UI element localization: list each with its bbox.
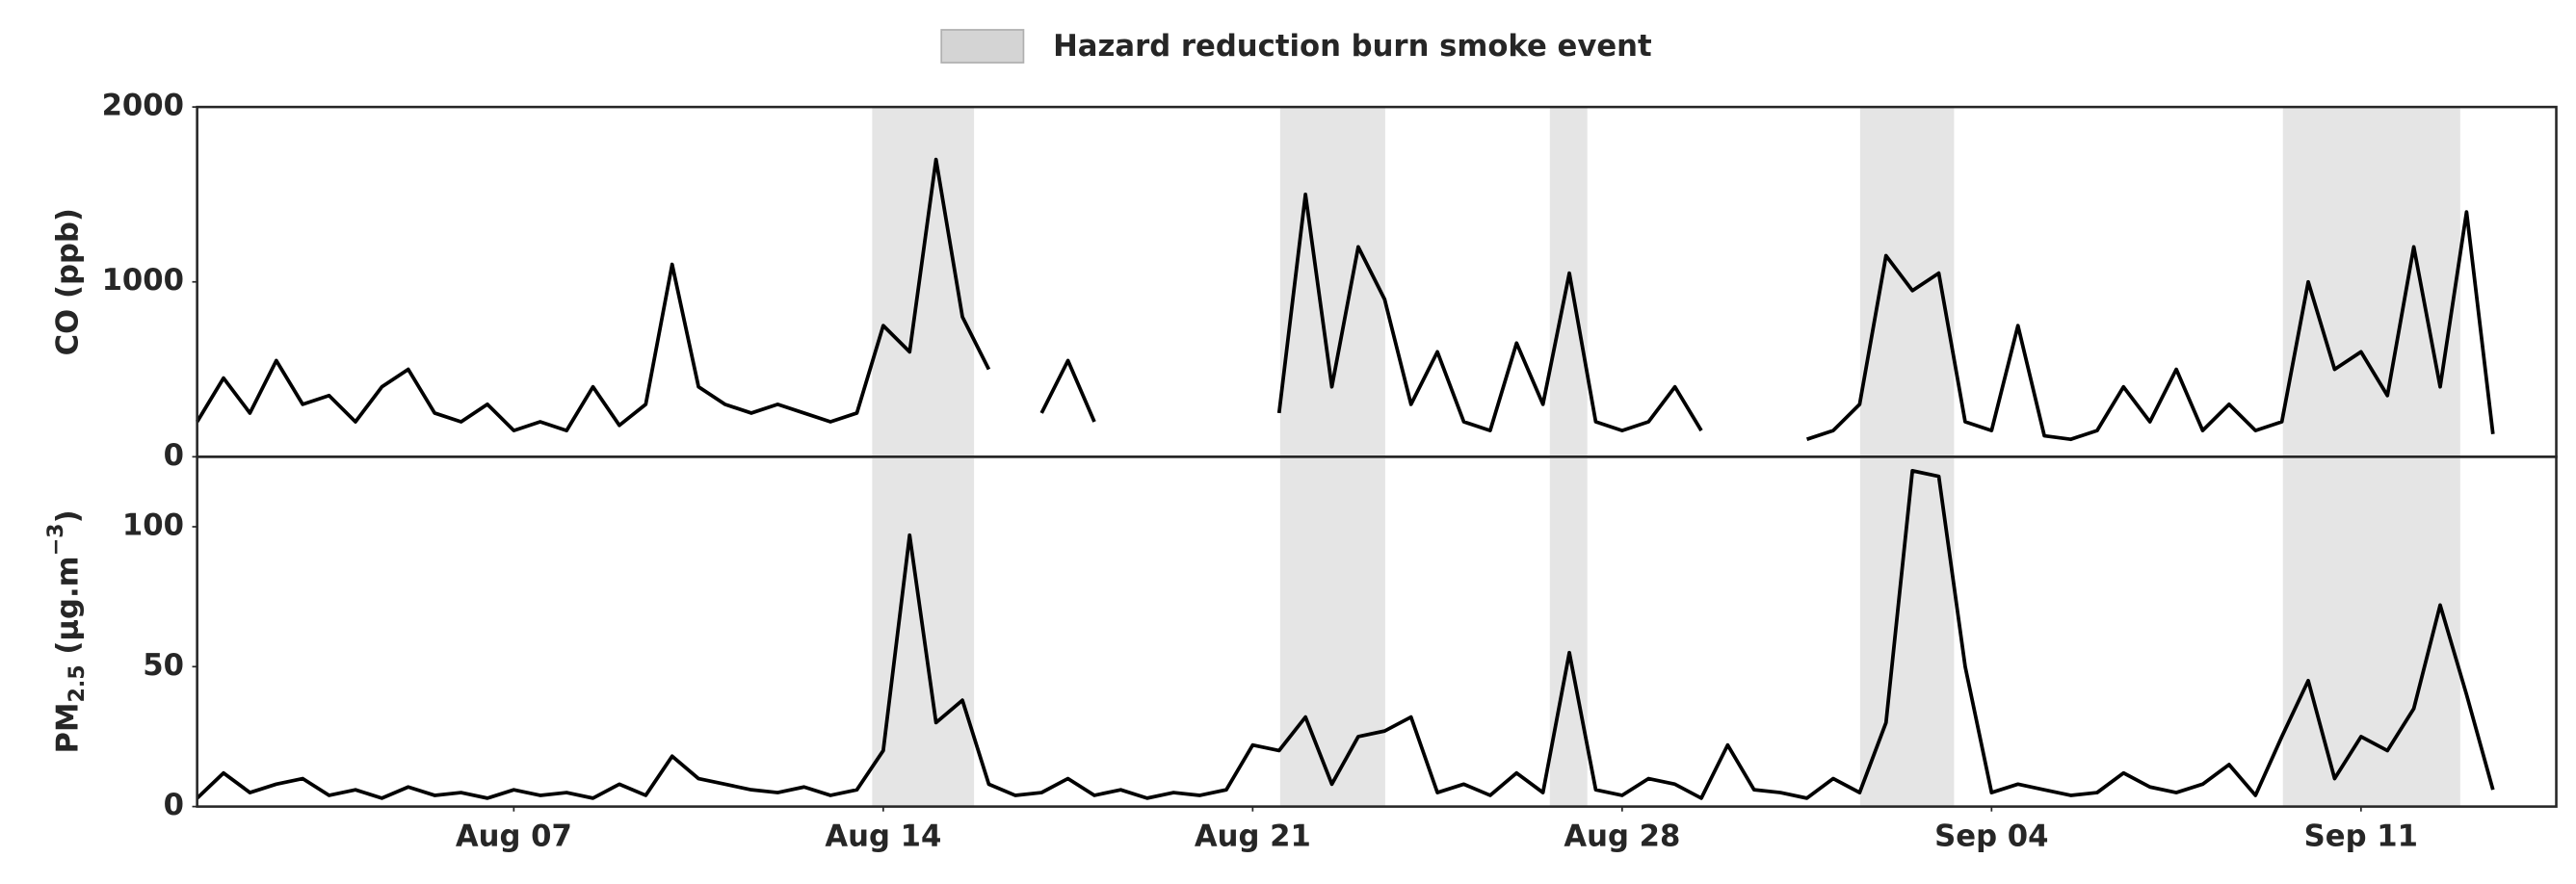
y-axis-label-part: ) xyxy=(51,509,85,523)
smoke-event-span xyxy=(1279,456,1385,807)
smoke-event-span xyxy=(872,107,975,457)
y-axis-label-part: (μg.m xyxy=(51,556,85,664)
y-tick-label: 100 xyxy=(122,508,184,542)
smoke-event-span xyxy=(1549,456,1588,807)
x-tick-label: Aug 07 xyxy=(456,819,572,853)
x-tick-label: Sep 04 xyxy=(1934,819,2048,853)
y-tick-label: 0 xyxy=(164,439,184,473)
smoke-event-span xyxy=(2282,456,2460,807)
data-line xyxy=(196,469,2495,800)
legend-swatch xyxy=(940,29,1025,64)
smoke-event-span xyxy=(1279,107,1385,457)
y-axis-label: PM2.5 (μg.m−3) xyxy=(42,509,89,753)
legend-label: Hazard reduction burn smoke event xyxy=(1053,30,1652,64)
x-tick-label: Aug 14 xyxy=(825,819,941,853)
y-tick-label: 1000 xyxy=(102,264,184,298)
y-axis-label-part: PM xyxy=(51,703,85,754)
y-axis-label: CO (ppb) xyxy=(51,208,85,355)
smoke-event-span xyxy=(2282,107,2460,457)
y-tick-label: 50 xyxy=(143,649,184,683)
data-line xyxy=(196,157,2495,442)
y-tick-label: 0 xyxy=(164,789,184,822)
axes-frame xyxy=(196,455,2558,808)
x-tick-label: Sep 11 xyxy=(2304,819,2418,853)
y-tick-label: 2000 xyxy=(102,90,184,123)
x-tick-label: Aug 21 xyxy=(1195,819,1311,853)
y-axis-label-part: 2.5 xyxy=(65,664,90,702)
y-axis-label-part: −3 xyxy=(42,523,67,556)
x-tick-label: Aug 28 xyxy=(1564,819,1680,853)
y-axis-label-part: CO (ppb) xyxy=(51,208,85,355)
